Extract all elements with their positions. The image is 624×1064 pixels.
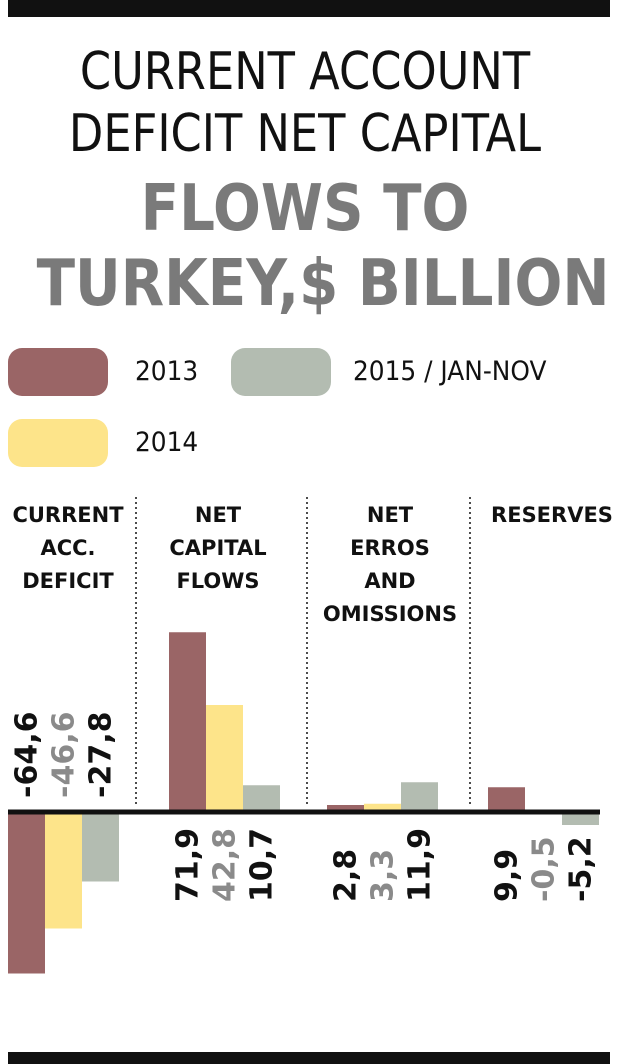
bar-1-2 xyxy=(243,785,280,812)
category-label-2-line-3: FLOWS xyxy=(176,569,259,593)
category-label-3-line-3: AND xyxy=(364,569,415,593)
category-label-3-line-2: ERROS xyxy=(350,536,430,560)
value-label-3-0: 9,9 xyxy=(490,849,525,902)
legend-label-2013: 2013 xyxy=(135,356,199,387)
value-label-2-0: 2,8 xyxy=(329,849,364,902)
value-label-1-0: 71,9 xyxy=(171,828,206,902)
bar-0-2 xyxy=(82,812,119,882)
category-label-2-line-1: NET xyxy=(195,503,242,527)
value-label-2-2: 11,9 xyxy=(403,828,438,902)
category-label-2-line-2: CAPITAL xyxy=(169,536,266,560)
bar-2-1 xyxy=(364,803,401,812)
category-label-4-line-1: RESERVES xyxy=(491,503,613,527)
chart-title-line-4: TURKEY,$ BILLION xyxy=(36,247,610,321)
legend-label-2014: 2014 xyxy=(135,427,199,458)
legend-swatch-2015 xyxy=(231,348,331,396)
bar-2-2 xyxy=(401,782,438,812)
category-label-3-line-1: NET xyxy=(367,503,414,527)
bar-3-2 xyxy=(562,812,599,825)
bar-1-1 xyxy=(206,705,243,812)
value-label-1-2: 10,7 xyxy=(245,828,280,902)
bar-0-0 xyxy=(8,812,45,974)
bar-0-1 xyxy=(45,812,82,929)
value-label-2-1: 3,3 xyxy=(366,849,401,902)
category-label-1-line-1: CURRENT xyxy=(12,503,124,527)
value-label-1-1: 42,8 xyxy=(208,828,243,902)
legend-label-2015: 2015 / JAN-NOV xyxy=(353,356,547,387)
legend-swatch-2014 xyxy=(8,419,108,467)
category-label-1-line-3: DEFICIT xyxy=(22,569,114,593)
top-rule xyxy=(8,0,610,17)
value-label-3-2: -5,2 xyxy=(564,836,599,902)
bottom-rule xyxy=(8,1052,610,1064)
chart-title-line-1: CURRENT ACCOUNT xyxy=(79,42,531,102)
chart-title-line-2: DEFICIT NET CAPITAL xyxy=(68,104,542,164)
bar-3-0 xyxy=(488,787,525,812)
value-label-3-1: -0,5 xyxy=(527,836,562,902)
chart-title-line-3: FLOWS TO xyxy=(140,172,470,246)
value-label-0-2: -27,8 xyxy=(84,712,119,798)
category-label-3-line-4: OMISSIONS xyxy=(323,602,457,626)
bar-2-0 xyxy=(327,805,364,812)
bar-1-0 xyxy=(169,632,206,812)
category-label-1-line-2: ACC. xyxy=(40,536,95,560)
value-label-0-1: -46,6 xyxy=(47,712,82,798)
legend-swatch-2013 xyxy=(8,348,108,396)
value-label-0-0: -64,6 xyxy=(10,712,45,798)
